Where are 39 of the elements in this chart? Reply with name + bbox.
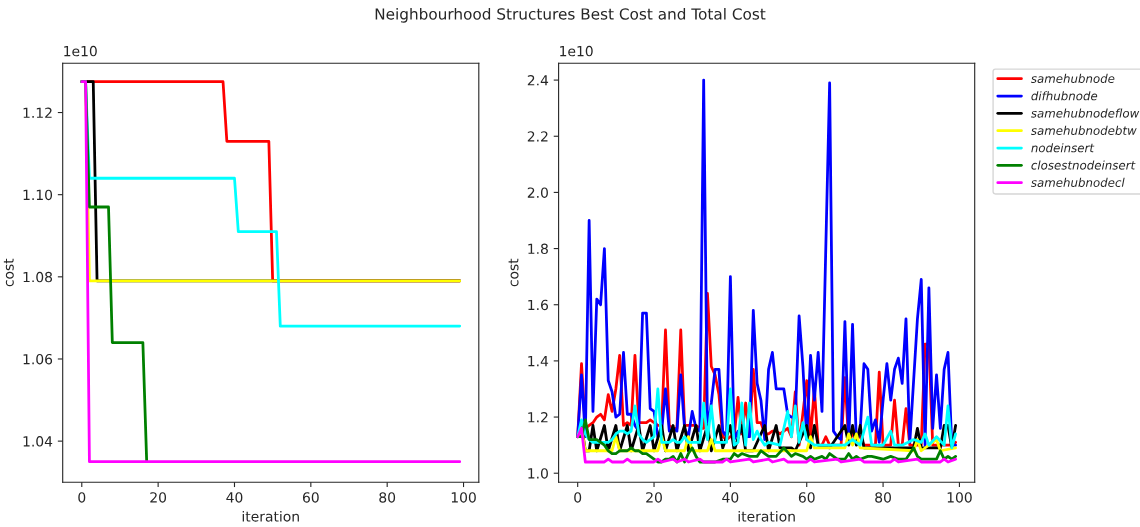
y-tick-label: 1.04 [23,436,53,447]
legend-label: samehubnodebtw [1031,125,1137,135]
y-axis-title: cost [3,258,14,287]
x-axis-title: iteration [738,510,795,522]
y-tick-label: 1.2 [528,412,548,423]
legend-label: samehubnode [1031,73,1115,83]
y-tick-label: 2.4 [527,75,549,86]
legend-label: closestnodeinsert [1031,160,1136,170]
y-tick-label: 1.10 [23,189,53,201]
x-tick-label: 20 [150,492,167,503]
y-axis-title: cost [508,258,519,287]
text: Neighbourhood Structures Best Cost and Total Cost [375,7,766,23]
x-tick-label: 60 [798,492,815,503]
y-tick-label: 1.8 [528,243,548,255]
x-tick-label: 20 [646,492,662,503]
x-tick-label: 100 [947,492,972,503]
x-tick-label: 60 [302,492,319,503]
x-tick-label: 40 [226,492,243,503]
legend-label: samehubnodecl [1031,177,1125,187]
legend-label: samehubnodeflow [1031,108,1140,118]
x-tick-label: 80 [875,492,891,503]
legend-label: nodeinsert [1031,143,1095,153]
y-tick-label: 1.0 [528,468,548,479]
y-tick-label: 1.06 [23,353,53,365]
x-tick-label: 40 [722,492,739,503]
y-tick-label: 1.4 [528,356,549,367]
text: 1e10 [64,45,97,57]
y-tick-label: 1.12 [23,107,52,118]
x-axis-title: iteration [242,510,299,522]
y-tick-label: 1.6 [528,299,548,311]
x-tick-label: 0 [78,492,86,503]
y-tick-label: 2.0 [527,187,548,198]
legend-label: difhubnode [1031,91,1098,101]
y-tick-label: 2.2 [527,131,548,142]
x-tick-label: 100 [451,492,476,503]
y-tick-label: 1.08 [23,271,53,283]
text: 1e10 [560,45,593,57]
x-tick-label: 0 [574,492,582,503]
x-tick-label: 80 [379,492,396,503]
